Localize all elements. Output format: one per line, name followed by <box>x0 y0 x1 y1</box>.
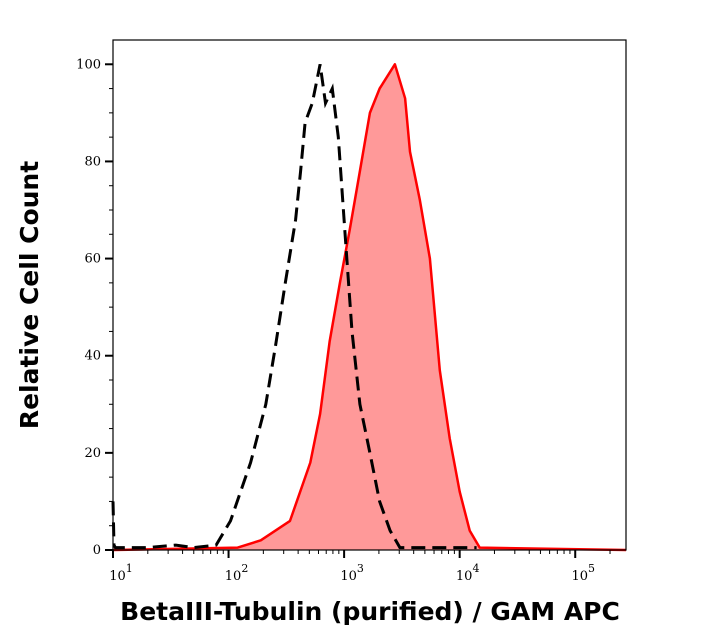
y-axis-title: Relative Cell Count <box>15 161 44 429</box>
tick-exponent: 4 <box>472 562 479 575</box>
tick-base: 10 <box>571 569 588 584</box>
plot-area <box>111 63 627 552</box>
y-tick-label: 40 <box>84 349 101 364</box>
x-axis-title: BetaIII-Tubulin (purified) / GAM APC <box>120 597 620 626</box>
tick-base: 10 <box>225 569 242 584</box>
plot-frame <box>112 39 627 551</box>
x-tick-label: 102 <box>225 562 249 584</box>
x-tick-label: 103 <box>340 562 364 584</box>
tick-exponent: 2 <box>241 562 248 575</box>
x-tick-label: 101 <box>109 562 133 584</box>
tick-base: 10 <box>109 569 126 584</box>
tick-base: 10 <box>340 569 357 584</box>
y-tick-label: 0 <box>93 543 101 558</box>
x-tick-label: 105 <box>571 562 595 584</box>
x-tick-label: 104 <box>456 562 480 584</box>
histogram-fill <box>113 64 626 551</box>
y-tick-label: 60 <box>84 252 101 267</box>
histogram-line-stained <box>112 63 627 552</box>
tick-exponent: 3 <box>357 562 364 575</box>
tick-base: 10 <box>456 569 473 584</box>
histogram-line-control <box>111 64 477 550</box>
y-tick-label: 20 <box>84 446 101 461</box>
tick-exponent: 5 <box>588 562 595 575</box>
y-tick-label: 80 <box>84 154 101 169</box>
y-tick-label: 100 <box>76 57 101 72</box>
tick-exponent: 1 <box>126 562 133 575</box>
